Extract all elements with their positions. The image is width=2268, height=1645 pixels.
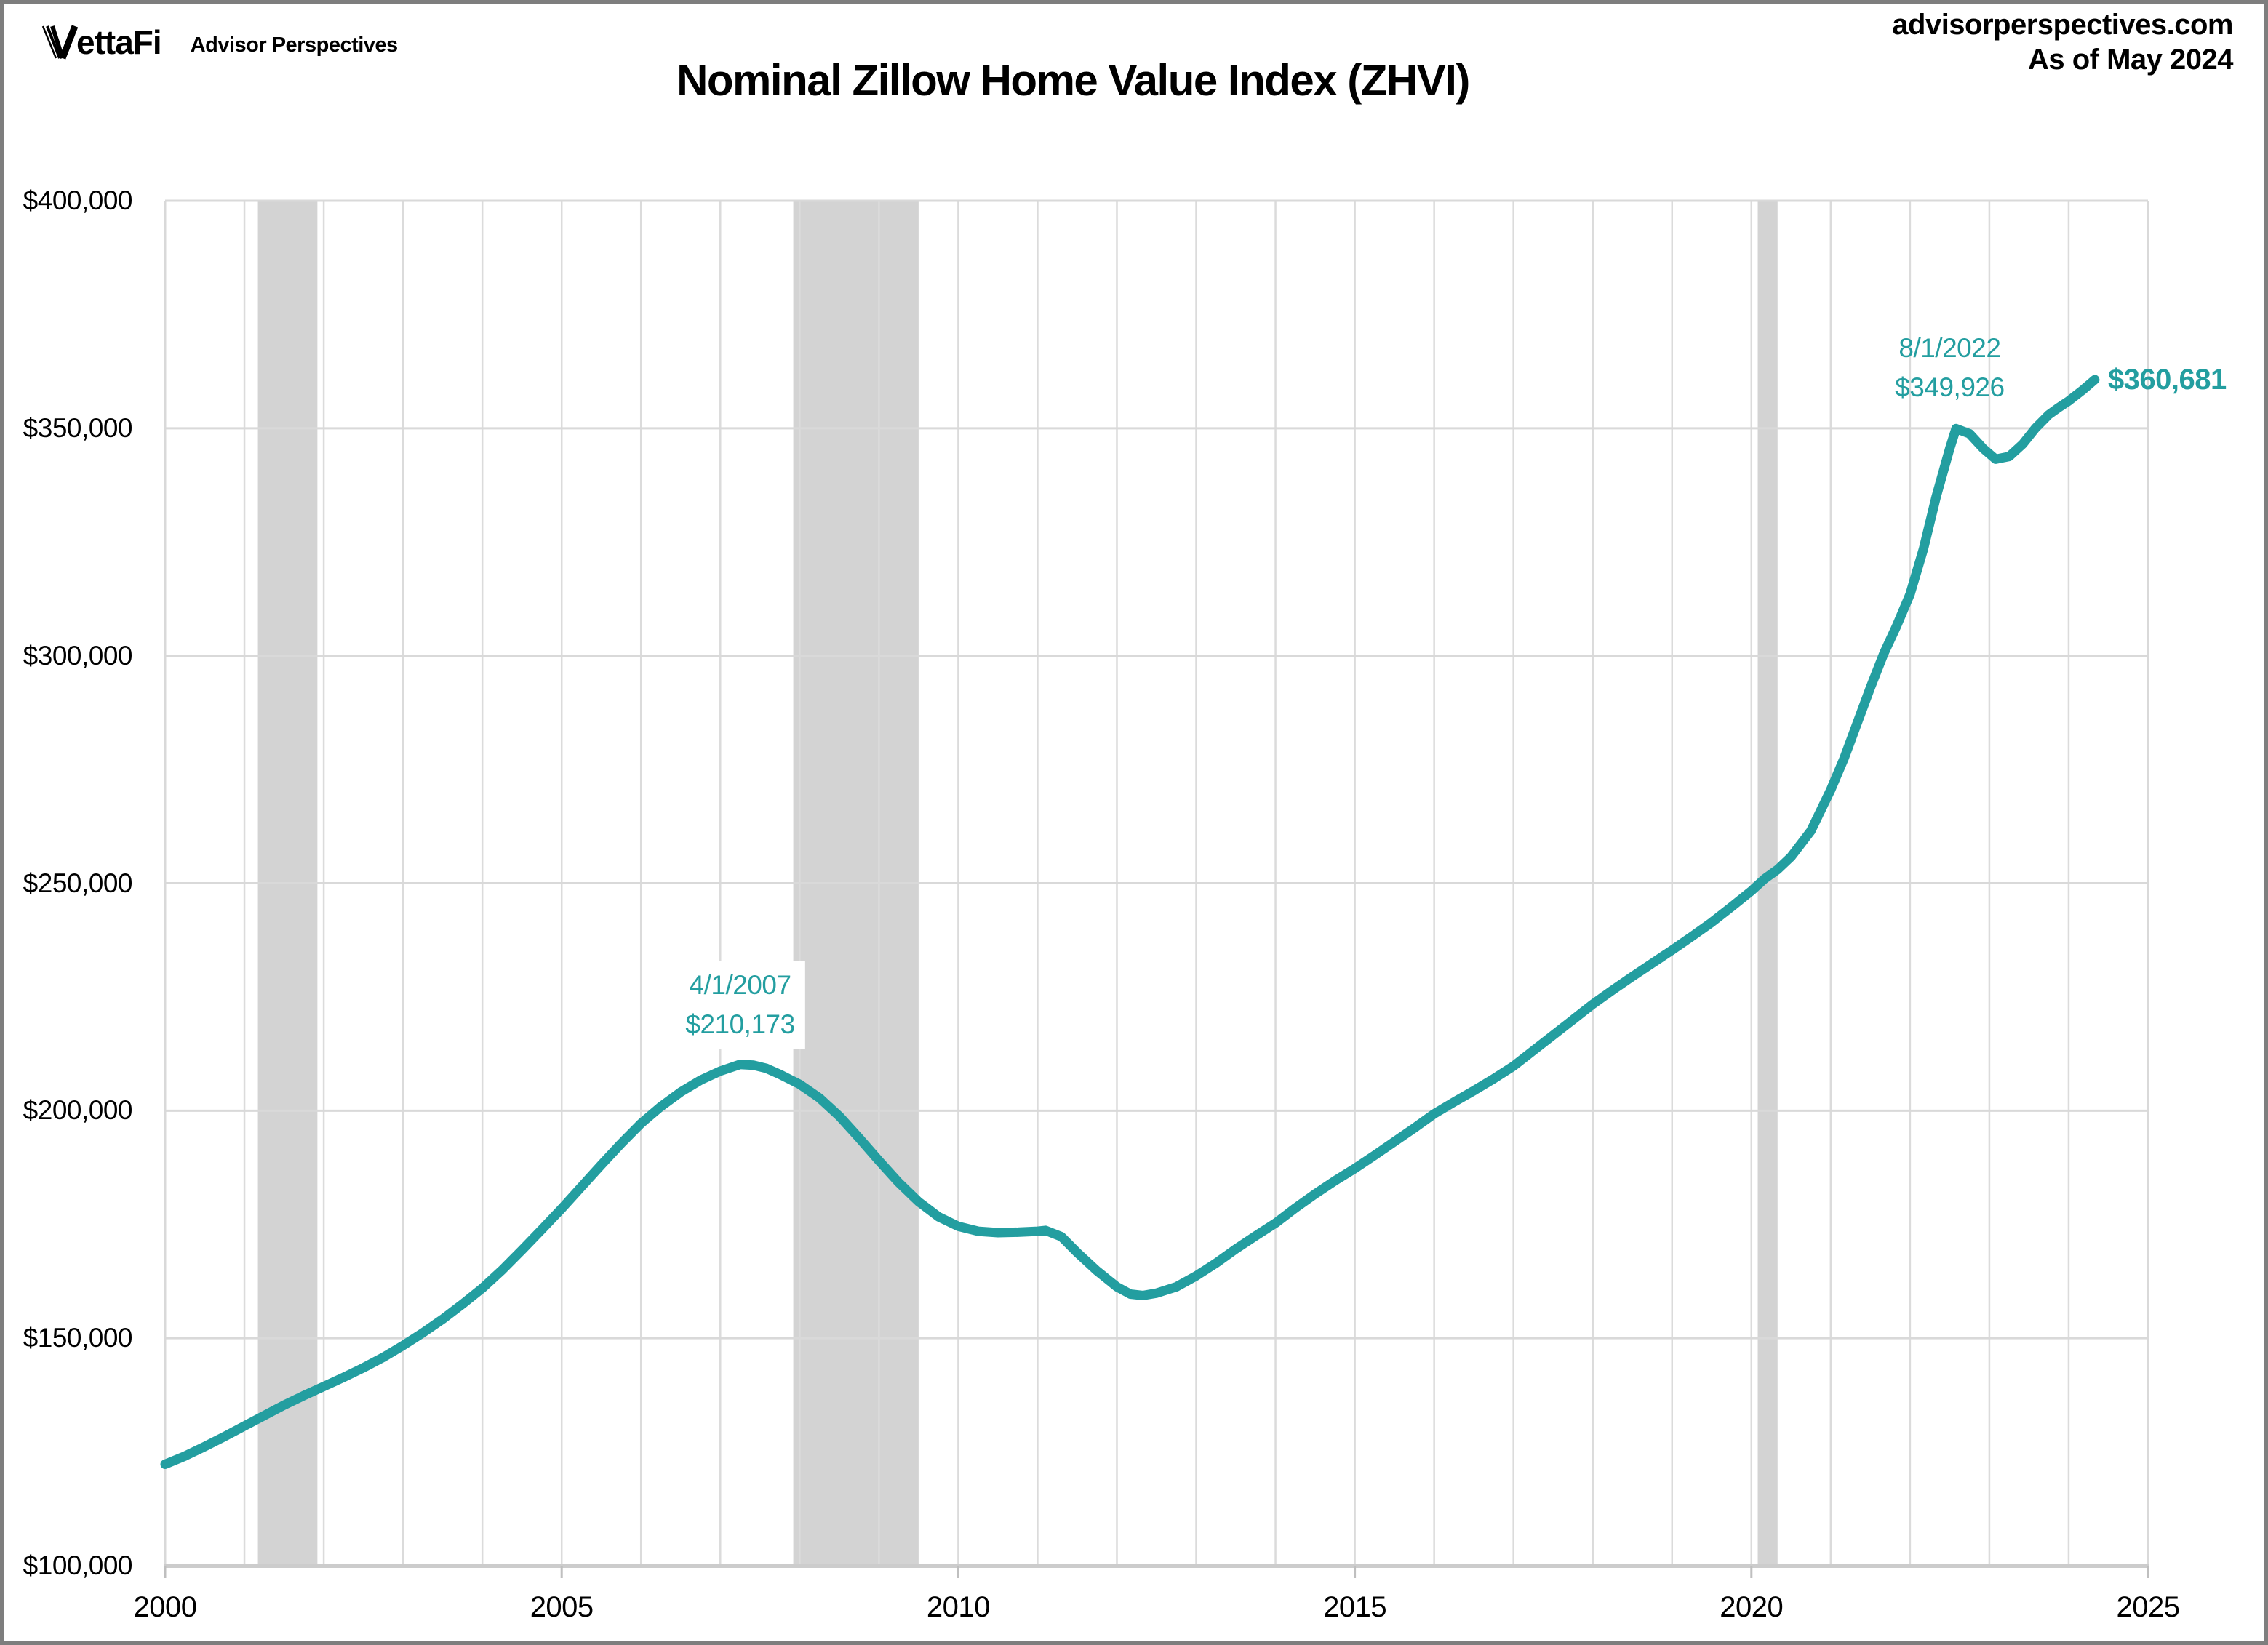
y-axis-tick-label: $200,000 xyxy=(23,1095,133,1126)
annotation-latest-value: $360,681 xyxy=(2107,364,2227,396)
x-axis-tick-label: 2000 xyxy=(133,1591,197,1623)
x-axis-tick-label: 2025 xyxy=(2116,1591,2180,1623)
vettafi-logo-text: ettaFi xyxy=(40,23,162,62)
source-attribution: advisorperspectives.com As of May 2024 xyxy=(1892,7,2233,77)
x-axis-tick-label: 2005 xyxy=(530,1591,594,1623)
annotation-2007-peak: 4/1/2007 $210,173 xyxy=(675,961,805,1049)
y-axis-tick-label: $300,000 xyxy=(23,640,133,671)
as-of-date: As of May 2024 xyxy=(2027,44,2234,76)
y-axis-tick-label: $250,000 xyxy=(23,868,133,898)
zhvi-line xyxy=(160,375,2100,1469)
annotation-2007-date: 4/1/2007 xyxy=(689,969,792,1000)
source-site: advisorperspectives.com xyxy=(1892,9,2233,41)
annotation-2022-value: $349,926 xyxy=(1895,372,2005,403)
advisor-perspectives-label: Advisor Perspectives xyxy=(190,33,398,57)
x-axis-tick-label: 2015 xyxy=(1323,1591,1387,1623)
vettafi-logo: ettaFi Advisor Perspectives xyxy=(40,22,398,63)
chart-title: Nominal Zillow Home Value Index (ZHVI) xyxy=(676,56,1470,105)
y-axis-tick-label: $100,000 xyxy=(23,1550,133,1580)
vettafi-wordmark: ettaFi xyxy=(76,23,162,61)
annotation-2022-peak: 8/1/2022 $349,926 xyxy=(1895,329,2005,407)
y-axis-tick-label: $150,000 xyxy=(23,1323,133,1353)
annotation-2007-value: $210,173 xyxy=(685,1009,795,1039)
vettafi-v-icon xyxy=(41,25,78,60)
annotation-2022-date: 8/1/2022 xyxy=(1898,333,2001,364)
x-axis-tick-label: 2010 xyxy=(926,1591,990,1623)
y-axis-tick-label: $350,000 xyxy=(23,412,133,443)
y-axis-tick-label: $400,000 xyxy=(23,185,133,215)
x-axis-tick-label: 2020 xyxy=(1720,1591,1784,1623)
